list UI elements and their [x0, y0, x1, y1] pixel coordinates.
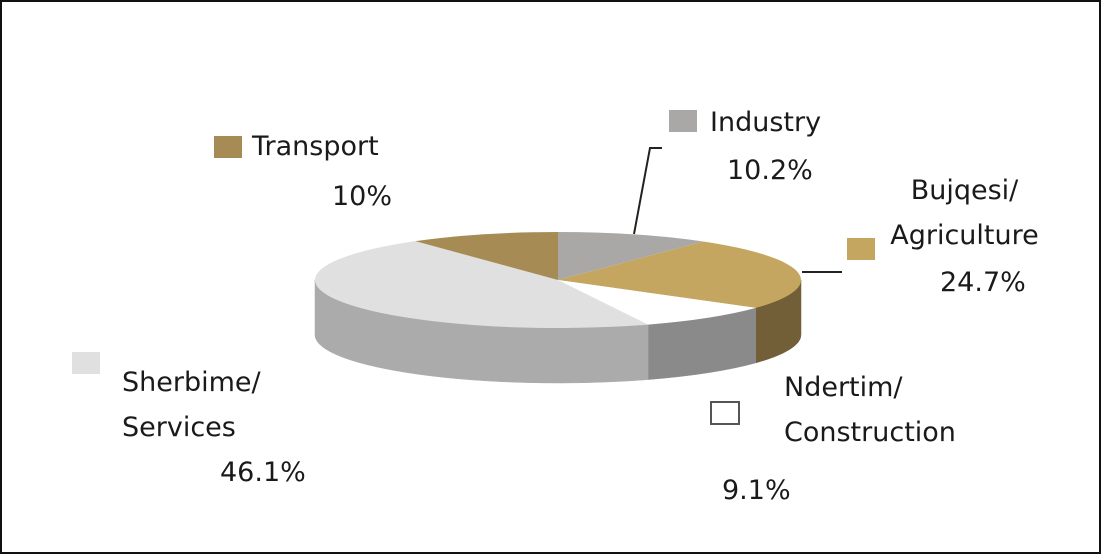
category-label: Bujqesi/ Agriculture [890, 175, 1039, 251]
legend-swatch [847, 238, 875, 260]
slice [314, 241, 649, 328]
value-label: 9.1% [722, 475, 791, 506]
slice [415, 232, 558, 280]
value-label: 46.1% [220, 457, 306, 488]
category-label: Industry [710, 107, 822, 138]
legend-swatch [710, 401, 740, 425]
slice [558, 280, 756, 325]
category-label: Transport [252, 131, 379, 162]
legend-swatch [214, 136, 242, 158]
slice [558, 232, 704, 280]
category-label: Sherbime/ Services [122, 367, 261, 443]
legend-swatch [669, 110, 697, 132]
category-label: Ndertim/ Construction [784, 372, 956, 448]
value-label: 24.7% [940, 267, 1026, 298]
leader-line [633, 147, 662, 235]
legend-swatch [72, 352, 100, 374]
slice [558, 241, 801, 308]
value-label: 10.2% [727, 155, 813, 186]
value-label: 10% [332, 181, 393, 212]
